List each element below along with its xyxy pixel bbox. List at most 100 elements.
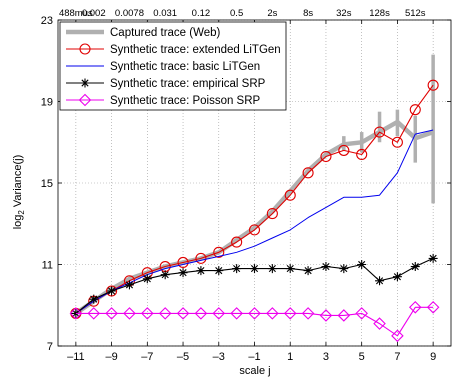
series-2 <box>75 129 434 314</box>
data-point <box>105 307 118 320</box>
data-point <box>213 246 225 258</box>
data-point <box>195 252 207 264</box>
series-line <box>74 119 434 316</box>
data-point <box>266 208 278 220</box>
data-point <box>78 93 92 107</box>
top-tick-label: 0.0078 <box>115 8 144 19</box>
top-tick-label: 32s <box>336 8 352 19</box>
data-point <box>267 264 277 274</box>
x-tick-label: 7 <box>394 351 400 363</box>
x-tick-label: –3 <box>213 351 225 363</box>
data-point <box>373 317 386 330</box>
y-tick-label: 15 <box>41 178 53 190</box>
data-point <box>248 224 261 236</box>
data-point <box>320 150 332 163</box>
data-point <box>337 309 351 322</box>
top-tick-label: 0.12 <box>192 8 211 19</box>
data-point <box>231 236 243 248</box>
data-point <box>212 307 226 320</box>
top-tick-label: 2s <box>267 8 277 19</box>
data-point <box>106 285 118 297</box>
data-point <box>230 307 243 320</box>
top-tick-label: 488mus <box>59 8 93 19</box>
legend: Captured trace (Web) Synthetic trace: ext… <box>59 21 287 111</box>
data-point <box>303 266 313 276</box>
data-point <box>107 286 117 296</box>
x-tick-label: 3 <box>323 351 329 363</box>
data-point <box>250 264 259 274</box>
top-tick-label: 512s <box>405 8 426 19</box>
x-tick-label: 5 <box>359 351 365 363</box>
legend-label: Synthetic trace: basic LiTGen <box>110 61 260 73</box>
top-tick-label: 128s <box>369 8 390 19</box>
y-tick-label: 23 <box>41 15 53 27</box>
data-point <box>266 307 279 320</box>
series-line <box>75 84 434 314</box>
data-point <box>302 167 314 179</box>
data-point <box>176 307 190 320</box>
data-point <box>356 148 368 161</box>
x-tick-label: –7 <box>141 351 153 363</box>
x-tick-label: –11 <box>67 351 85 363</box>
y-tick-label: 7 <box>47 341 53 353</box>
data-point <box>428 253 438 263</box>
series-0 <box>74 54 435 316</box>
data-point <box>427 79 439 91</box>
data-point <box>80 78 90 88</box>
y-tick-label: 11 <box>42 260 53 272</box>
data-point <box>248 307 261 320</box>
data-point <box>69 307 83 320</box>
data-point <box>141 307 154 320</box>
legend-label: Synthetic trace: empirical SRP <box>110 78 266 90</box>
plot-series <box>69 54 440 343</box>
data-point <box>391 136 403 148</box>
data-point <box>232 264 242 274</box>
data-point <box>321 262 331 272</box>
data-point <box>357 260 367 269</box>
data-point <box>391 329 404 343</box>
data-point <box>319 309 333 322</box>
series-4 <box>69 301 440 343</box>
data-point <box>339 264 349 274</box>
data-point <box>89 294 99 304</box>
top-tick-label: 0.002 <box>82 8 106 19</box>
data-point <box>373 126 386 138</box>
data-point <box>284 189 296 201</box>
data-point <box>375 276 385 286</box>
data-point <box>123 307 136 320</box>
top-tick-label: 8s <box>303 8 313 19</box>
series-line <box>75 129 434 314</box>
x-tick-label: 9 <box>430 351 436 363</box>
top-tick-label: 0.031 <box>153 8 177 19</box>
series-3 <box>71 253 438 318</box>
data-point <box>160 270 170 280</box>
legend-label: Synthetic trace: Poisson SRP <box>110 95 261 107</box>
top-tick-label: 0.5 <box>230 8 243 19</box>
data-point <box>392 272 402 282</box>
x-tick-label: –1 <box>248 351 260 363</box>
x-tick-label: –9 <box>105 351 117 363</box>
data-point <box>426 301 440 314</box>
data-point <box>301 307 315 320</box>
data-point <box>178 268 188 278</box>
x-tick-label: –5 <box>177 351 189 363</box>
data-point <box>124 280 134 290</box>
data-point <box>410 262 420 272</box>
data-point <box>177 256 189 269</box>
data-point <box>194 307 208 320</box>
data-point <box>196 266 206 276</box>
data-point <box>158 307 172 320</box>
data-point <box>214 266 224 276</box>
data-point <box>283 307 297 320</box>
data-point <box>409 104 421 116</box>
legend-label: Captured trace (Web) <box>110 27 221 39</box>
data-point <box>79 43 91 55</box>
y-axis-label: log2 Variance(j) <box>12 155 26 230</box>
data-point <box>87 307 101 320</box>
data-point <box>71 308 81 318</box>
y-tick-label: 19 <box>41 97 53 109</box>
data-point <box>408 301 422 314</box>
